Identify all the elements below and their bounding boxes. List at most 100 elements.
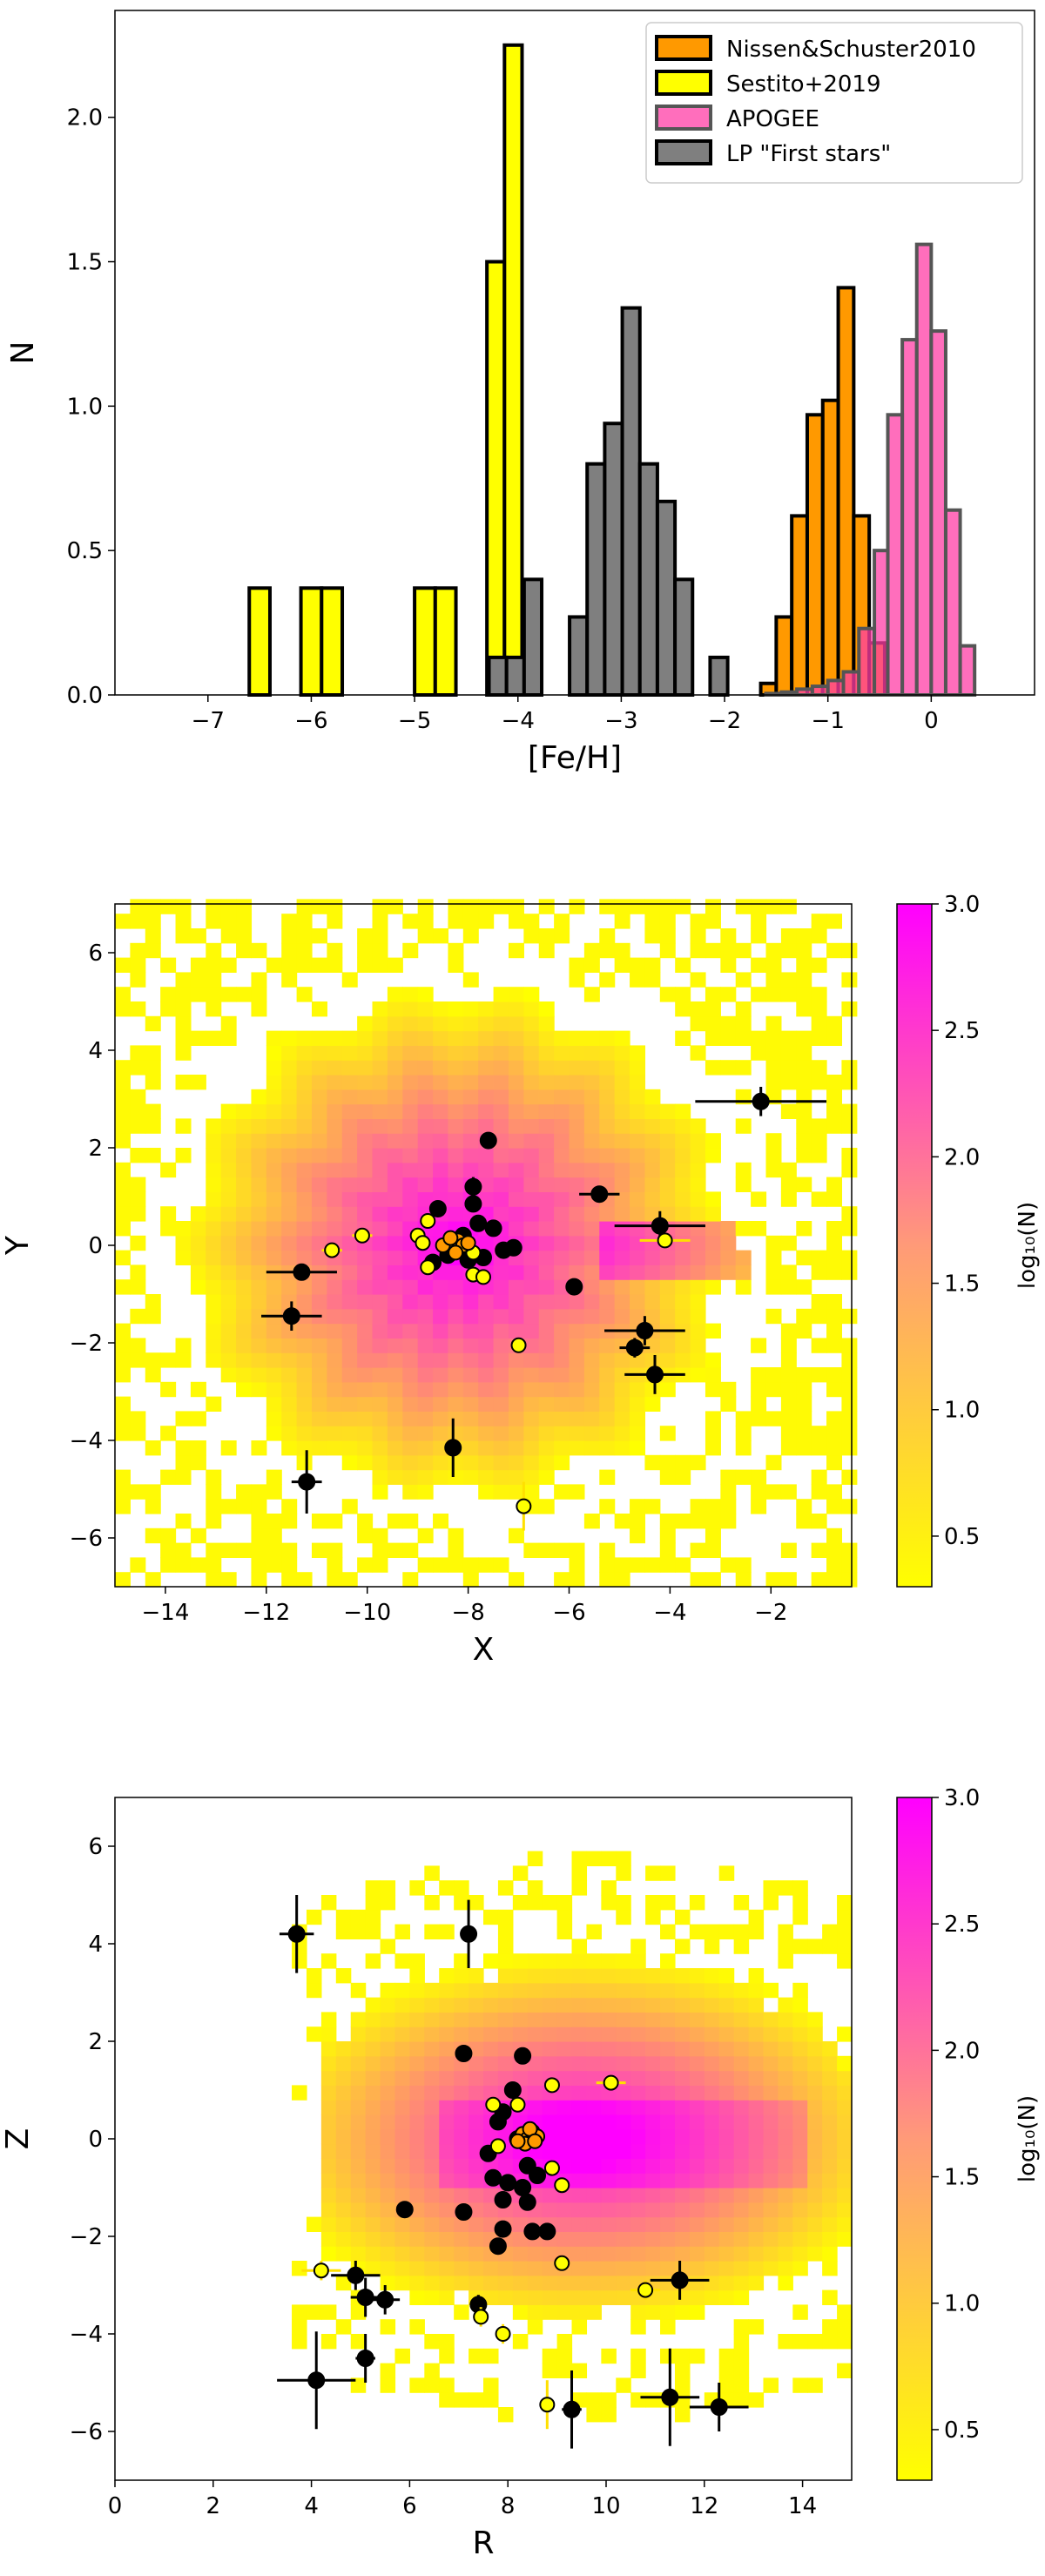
heatmap-cell <box>599 1089 616 1105</box>
heatmap-cell <box>478 1089 495 1105</box>
heatmap-cell <box>357 1527 374 1544</box>
heatmap-cell <box>281 1514 298 1529</box>
heatmap-cell <box>341 972 358 988</box>
heatmap-cell <box>341 1411 358 1426</box>
heatmap-cell <box>523 1367 540 1383</box>
heatmap-cell <box>417 914 434 929</box>
heatmap-cell <box>583 1367 600 1383</box>
heatmap-cell <box>387 1308 403 1325</box>
histogram-bar <box>504 655 526 697</box>
heatmap-cell <box>417 1352 434 1368</box>
heatmap-cell <box>733 2261 750 2276</box>
data-point <box>529 2167 547 2184</box>
heatmap-cell <box>130 1484 146 1500</box>
heatmap-cell <box>571 1851 588 1866</box>
heatmap-cell <box>542 2246 558 2262</box>
colorbar-tick-label: 2.0 <box>944 1144 980 1170</box>
heatmap-cell <box>281 1396 298 1412</box>
heatmap-cell <box>424 2261 440 2276</box>
heatmap-cell <box>380 2085 396 2101</box>
heatmap-cell <box>394 2246 410 2262</box>
heatmap-cell <box>462 1367 479 1383</box>
heatmap-cell <box>599 928 616 944</box>
heatmap-cell <box>645 2246 661 2262</box>
heatmap-cell <box>357 1367 374 1383</box>
heatmap-cell <box>335 2188 352 2203</box>
heatmap-cell <box>792 2188 808 2203</box>
heatmap-cell <box>792 2085 808 2101</box>
heatmap-cell <box>206 1162 222 1178</box>
heatmap-cell <box>478 1030 495 1046</box>
heatmap-cell <box>190 972 206 988</box>
heatmap-cell <box>751 1045 767 1061</box>
heatmap-cell <box>417 1367 434 1383</box>
heatmap-cell <box>190 987 206 1002</box>
heatmap-cell <box>792 2304 808 2320</box>
heatmap-cell <box>220 1191 237 1207</box>
heatmap-cell <box>251 1148 267 1163</box>
heatmap-cell <box>616 2114 631 2130</box>
heatmap-cell <box>311 1075 327 1090</box>
r-z-heatmap-chart: 0 2 4 6 8 10 12 14−6−4−20246RZ0.51.01.52.02.53.… <box>0 1785 1041 2561</box>
heatmap-cell <box>387 1250 403 1265</box>
heatmap-cell <box>448 1426 464 1441</box>
heatmap-cell <box>448 1001 464 1017</box>
data-point <box>376 2290 394 2309</box>
heatmap-cell <box>826 1572 843 1588</box>
heatmap-cell <box>508 1454 524 1471</box>
heatmap-cell <box>807 2231 823 2247</box>
heatmap-cell <box>556 2158 573 2174</box>
heatmap-cell <box>674 1909 691 1925</box>
heatmap-cell <box>690 1542 706 1558</box>
heatmap-cell <box>341 1060 358 1076</box>
data-point <box>646 1366 664 1384</box>
colorbar <box>896 1797 933 2481</box>
heatmap-cell <box>387 1030 403 1046</box>
heatmap-cell <box>614 1118 630 1134</box>
heatmap-cell <box>462 1060 479 1076</box>
yellow-star-point <box>485 2096 502 2113</box>
heatmap-cell <box>751 1411 767 1426</box>
heatmap-cell <box>792 2173 808 2188</box>
heatmap-cell <box>556 2070 573 2086</box>
heatmap-cell <box>478 1235 495 1251</box>
heatmap-cell <box>296 1352 313 1368</box>
heatmap-cell <box>266 1089 282 1105</box>
heatmap-cell <box>704 2143 720 2159</box>
heatmap-cell <box>765 1308 782 1325</box>
heatmap-cell <box>705 1279 721 1295</box>
heatmap-cell <box>327 942 343 959</box>
data-point <box>523 2222 542 2241</box>
heatmap-cell <box>807 2246 823 2262</box>
heatmap-cell <box>780 1484 797 1500</box>
heatmap-cell <box>527 1895 543 1911</box>
heatmap-cell <box>327 1396 343 1412</box>
heatmap-cell <box>554 1440 570 1456</box>
data-point <box>661 2388 679 2406</box>
heatmap-cell <box>586 2158 602 2174</box>
heatmap-cell <box>599 1499 616 1514</box>
data-point <box>637 2282 654 2298</box>
heatmap-cell <box>527 2085 543 2101</box>
heatmap-cell <box>689 2188 705 2203</box>
heatmap-cell <box>493 1411 509 1426</box>
heatmap-cell <box>190 1250 206 1265</box>
heatmap-cell <box>206 1221 222 1237</box>
heatmap-cell <box>469 2085 484 2101</box>
heatmap-cell <box>616 2377 631 2393</box>
heatmap-cell <box>350 2100 367 2115</box>
heatmap-cell <box>735 1162 752 1178</box>
heatmap-cell <box>796 1075 812 1090</box>
heatmap-cell <box>469 2026 484 2042</box>
heatmap-cell <box>493 1103 509 1119</box>
heatmap-cell <box>630 1997 646 2013</box>
heatmap-cell <box>554 1542 570 1558</box>
heatmap-cell <box>327 1075 343 1090</box>
heatmap-cell <box>402 1323 419 1339</box>
heatmap-cell <box>341 1103 358 1119</box>
heatmap-cell <box>841 1338 858 1353</box>
heatmap-cell <box>266 1381 282 1398</box>
histogram-bar <box>299 586 324 697</box>
heatmap-cell <box>454 2128 469 2145</box>
